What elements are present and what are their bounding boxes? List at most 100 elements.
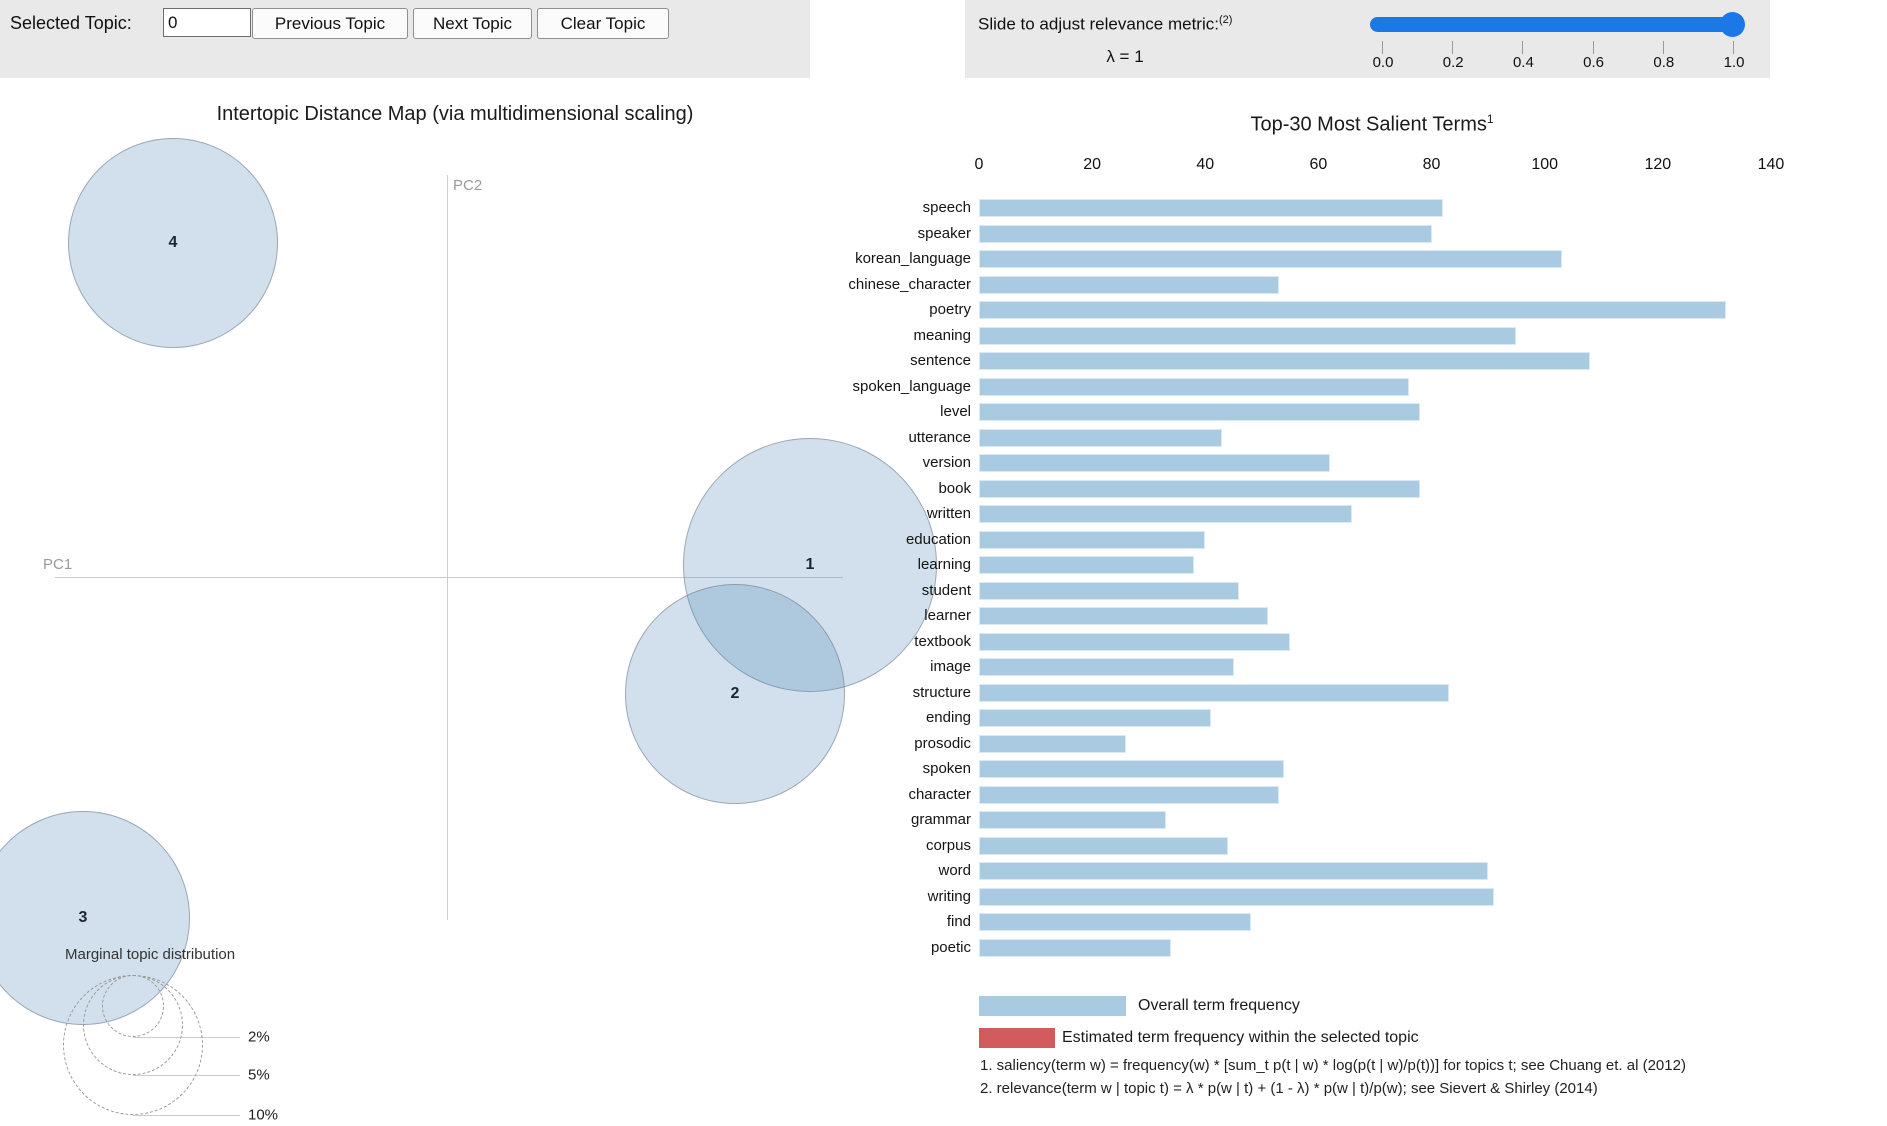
next-topic-button[interactable]: Next Topic bbox=[413, 8, 532, 39]
term-bar-korean_language[interactable] bbox=[979, 250, 1562, 268]
topic-circle-2[interactable] bbox=[625, 584, 845, 804]
term-bar-level[interactable] bbox=[979, 403, 1421, 421]
term-label-version[interactable]: version bbox=[922, 454, 971, 471]
term-bar-ending[interactable] bbox=[979, 709, 1211, 727]
term-label-written[interactable]: written bbox=[926, 505, 971, 522]
slider-tick-label: 0.6 bbox=[1583, 54, 1605, 71]
term-label-grammar[interactable]: grammar bbox=[910, 811, 971, 828]
slider-tick-label: 0.2 bbox=[1442, 54, 1464, 71]
footnote-relevance: 2. relevance(term w | topic t) = λ * p(w… bbox=[980, 1080, 1598, 1097]
selected-topic-input[interactable] bbox=[163, 8, 251, 37]
term-bar-character[interactable] bbox=[979, 785, 1279, 804]
selected-topic-label: Selected Topic: bbox=[10, 13, 132, 33]
term-label-corpus[interactable]: corpus bbox=[925, 836, 971, 854]
footnote-saliency: 1. saliency(term w) = frequency(w) * [su… bbox=[980, 1057, 1686, 1074]
x-tick-label: 100 bbox=[1531, 156, 1559, 173]
term-bar-poetry[interactable] bbox=[979, 301, 1726, 319]
term-label-utterance[interactable]: utterance bbox=[908, 428, 971, 446]
slider-tick-mark bbox=[1662, 41, 1664, 54]
term-label-poetry[interactable]: poetry bbox=[929, 301, 971, 318]
term-bar-learner[interactable] bbox=[979, 607, 1268, 625]
term-bar-sentence[interactable] bbox=[979, 352, 1590, 370]
term-bar-version[interactable] bbox=[979, 454, 1330, 472]
term-label-prosodic[interactable]: prosodic bbox=[914, 734, 971, 752]
term-label-word[interactable]: word bbox=[938, 862, 971, 879]
term-bar-spoken_language[interactable] bbox=[979, 377, 1409, 396]
term-label-ending[interactable]: ending bbox=[925, 709, 971, 726]
term-bar-word[interactable] bbox=[979, 862, 1489, 880]
term-label-character[interactable]: character bbox=[908, 785, 971, 803]
term-label-level[interactable]: level bbox=[940, 403, 971, 420]
term-label-writing[interactable]: writing bbox=[927, 887, 971, 905]
term-bar-image[interactable] bbox=[979, 658, 1234, 676]
term-bar-prosodic[interactable] bbox=[979, 734, 1127, 753]
topic-number-1[interactable]: 1 bbox=[805, 556, 815, 573]
term-bar-grammar[interactable] bbox=[979, 811, 1166, 829]
term-bar-education[interactable] bbox=[979, 530, 1206, 549]
topic-number-4[interactable]: 4 bbox=[168, 234, 178, 251]
term-label-speech[interactable]: speech bbox=[922, 199, 971, 216]
pc2-axis-line bbox=[447, 175, 448, 920]
term-label-image[interactable]: image bbox=[930, 658, 971, 675]
term-label-learning[interactable]: learning bbox=[917, 556, 971, 573]
term-label-spoken[interactable]: spoken bbox=[922, 760, 971, 777]
term-bar-textbook[interactable] bbox=[979, 632, 1291, 651]
term-bar-speech[interactable] bbox=[979, 199, 1443, 217]
slider-tick-label: 0.0 bbox=[1372, 54, 1394, 71]
term-bar-writing[interactable] bbox=[979, 887, 1494, 906]
selected-topic-frequency-swatch bbox=[979, 1028, 1055, 1048]
term-label-chinese_character[interactable]: chinese_character bbox=[848, 275, 971, 293]
clear-topic-button[interactable]: Clear Topic bbox=[537, 8, 669, 39]
overall-frequency-label: Overall term frequency bbox=[1138, 997, 1300, 1014]
term-label-education[interactable]: education bbox=[905, 530, 971, 548]
topic-number-3[interactable]: 3 bbox=[78, 909, 88, 926]
term-bar-meaning[interactable] bbox=[979, 326, 1517, 345]
x-tick-label: 0 bbox=[974, 156, 984, 173]
term-bar-structure[interactable] bbox=[979, 683, 1449, 702]
term-bar-learning[interactable] bbox=[979, 556, 1194, 574]
term-label-textbook[interactable]: textbook bbox=[914, 632, 971, 650]
term-label-poetic[interactable]: poetic bbox=[930, 938, 971, 956]
marginal-size-label: 5% bbox=[248, 1066, 270, 1084]
relevance-slider-track[interactable] bbox=[1370, 12, 1745, 37]
x-tick-label: 140 bbox=[1757, 156, 1785, 173]
slider-label: Slide to adjust relevance metric:(2) bbox=[978, 14, 1233, 34]
relevance-slider-panel: Slide to adjust relevance metric:(2) λ =… bbox=[965, 0, 1770, 78]
term-bar-written[interactable] bbox=[979, 505, 1353, 523]
term-label-structure[interactable]: structure bbox=[912, 683, 971, 701]
lambda-value-label: λ = 1 bbox=[1106, 47, 1144, 66]
x-tick-label: 60 bbox=[1309, 156, 1328, 173]
term-label-learner[interactable]: learner bbox=[924, 607, 971, 624]
relevance-slider-handle[interactable] bbox=[1720, 12, 1745, 37]
term-bar-student[interactable] bbox=[979, 581, 1240, 600]
term-bar-find[interactable] bbox=[979, 913, 1251, 931]
pc2-axis-label: PC2 bbox=[453, 177, 483, 194]
term-label-meaning[interactable]: meaning bbox=[913, 326, 971, 344]
x-tick-label: 20 bbox=[1083, 156, 1102, 173]
term-label-korean_language[interactable]: korean_language bbox=[855, 250, 971, 267]
term-bar-chinese_character[interactable] bbox=[979, 275, 1279, 294]
map-title: Intertopic Distance Map (via multidimens… bbox=[216, 103, 694, 125]
x-tick-label: 80 bbox=[1422, 156, 1441, 173]
term-label-book[interactable]: book bbox=[938, 479, 971, 497]
term-bar-book[interactable] bbox=[979, 479, 1421, 498]
term-label-find[interactable]: find bbox=[946, 913, 971, 930]
x-tick-label: 40 bbox=[1196, 156, 1215, 173]
term-bar-utterance[interactable] bbox=[979, 428, 1223, 447]
topic-number-2[interactable]: 2 bbox=[730, 685, 740, 702]
term-label-student[interactable]: student bbox=[921, 581, 971, 599]
pc1-axis-line bbox=[55, 577, 843, 578]
term-bar-poetic[interactable] bbox=[979, 938, 1172, 957]
term-label-sentence[interactable]: sentence bbox=[910, 352, 971, 369]
previous-topic-button[interactable]: Previous Topic bbox=[252, 8, 408, 39]
topic-circle-4[interactable] bbox=[68, 138, 278, 348]
term-bar-speaker[interactable] bbox=[979, 224, 1432, 243]
slider-tick-label: 0.4 bbox=[1512, 54, 1534, 71]
term-label-speaker[interactable]: speaker bbox=[917, 224, 971, 242]
slider-tick-mark bbox=[1733, 41, 1734, 54]
slider-tick-mark bbox=[1382, 41, 1383, 54]
term-bar-spoken[interactable] bbox=[979, 760, 1285, 778]
term-bar-corpus[interactable] bbox=[979, 836, 1228, 855]
slider-tick-label: 1.0 bbox=[1723, 54, 1745, 71]
term-label-spoken_language[interactable]: spoken_language bbox=[852, 377, 971, 395]
